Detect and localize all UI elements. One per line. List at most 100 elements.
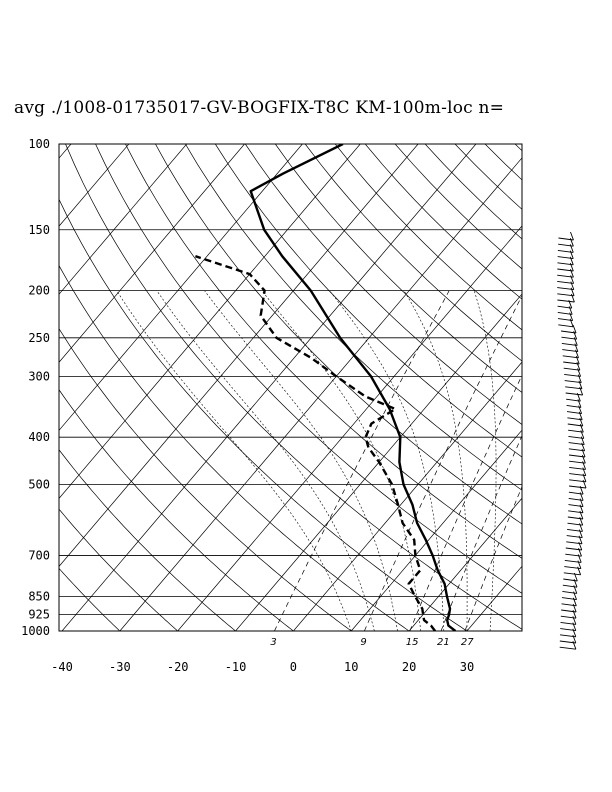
isotherm (293, 361, 522, 631)
wind-barb (561, 336, 577, 340)
wind-barb (564, 380, 582, 384)
wind-barb (558, 324, 574, 328)
wind-barb (565, 392, 583, 396)
wind-barb (569, 256, 574, 265)
wind-barb (567, 423, 583, 427)
mixing-ratio-line (364, 294, 522, 631)
wind-barb (582, 479, 587, 489)
wind-barb (579, 386, 584, 396)
plot-frame (58, 143, 523, 632)
isotherm (59, 144, 419, 568)
mixing-ratio-line (440, 434, 522, 631)
isotherm (59, 144, 130, 227)
wind-barb (578, 548, 582, 557)
wind-barb (568, 300, 573, 309)
pressure-tick-label: 200 (28, 284, 50, 298)
wind-barb (577, 566, 582, 575)
dry-adiabat (545, 144, 612, 631)
wind-barb (568, 306, 573, 315)
pressure-tick-label: 925 (28, 608, 50, 622)
pressure-tick-label: 250 (28, 331, 50, 345)
wind-barb (576, 393, 581, 402)
moist-adiabat (403, 290, 468, 631)
wind-barb (581, 442, 586, 451)
chart-title: avg ./1008-01735017-GV-BOGFIX-T8C KM-100… (14, 98, 505, 118)
wind-barb (562, 349, 578, 353)
wind-barb (561, 342, 578, 346)
isotherm (61, 144, 477, 631)
wind-barb (579, 510, 584, 520)
wind-barb (566, 411, 582, 415)
wind-barb (579, 417, 584, 427)
wind-barb (579, 492, 584, 501)
wind-barb (563, 572, 581, 576)
mixing-ratio-label: 9 (360, 637, 366, 648)
wind-barb (569, 262, 574, 272)
moist-adiabat (204, 290, 398, 631)
wind-barb (569, 318, 574, 327)
mixing-ratio-line (464, 485, 522, 631)
wind-barb (581, 448, 586, 458)
wind-barb (557, 293, 575, 297)
wind-barb (572, 603, 577, 613)
moist-adiabat (473, 290, 497, 631)
wind-barb (566, 404, 582, 408)
wind-barb (573, 591, 577, 600)
temperature-profile (249, 144, 457, 631)
pressure-tick-label: 100 (28, 137, 50, 151)
wind-barb (577, 368, 582, 377)
dry-adiabat (59, 198, 468, 631)
mixing-ratio-label: 27 (461, 637, 474, 648)
mixing-ratio-line (409, 374, 522, 631)
isotherm (59, 144, 187, 295)
temperature-tick-label: 10 (344, 660, 358, 674)
wind-barb (557, 287, 574, 291)
wind-barb (578, 529, 583, 538)
wind-barb (578, 411, 583, 420)
isotherm (177, 225, 522, 631)
wind-barb (572, 610, 577, 619)
wind-barb (562, 590, 577, 594)
pressure-tick-label: 850 (28, 590, 50, 604)
wind-barb (570, 275, 575, 284)
dewpoint-profile (195, 255, 437, 631)
moist-adiabat (329, 290, 445, 631)
dry-adiabat (424, 144, 522, 240)
wind-barb (559, 646, 576, 650)
wind-barb (562, 355, 579, 359)
wind-barb (572, 641, 577, 650)
wind-barb (582, 461, 587, 470)
dry-adiabat (59, 508, 178, 631)
wind-barb (579, 517, 584, 526)
moist-adiabat (116, 290, 352, 631)
dry-adiabat (95, 144, 522, 594)
wind-barb (557, 280, 574, 284)
wind-barb (569, 238, 574, 247)
pressure-tick-label: 150 (28, 223, 50, 237)
wind-barb (563, 367, 580, 371)
wind-barb (579, 523, 583, 532)
wind-barb (575, 355, 580, 365)
temperature-tick-label: 20 (402, 660, 416, 674)
wind-barb (580, 430, 585, 439)
isotherm (119, 157, 522, 631)
wind-barb (575, 349, 579, 358)
isotherm (408, 497, 522, 631)
wind-barb (577, 560, 582, 569)
wind-barb (565, 386, 583, 390)
wind-barb (578, 405, 583, 414)
wind-barb (568, 448, 585, 452)
wind-barb (567, 417, 583, 421)
wind-barb (573, 331, 578, 340)
wind-barb (577, 399, 582, 408)
wind-barb (579, 424, 584, 433)
wind-barb (577, 554, 582, 563)
wind-barb (577, 374, 582, 383)
wind-barb (578, 380, 583, 389)
wind-barb (570, 293, 575, 303)
wind-barb (573, 585, 578, 594)
wind-barb (568, 454, 586, 458)
isotherm (59, 144, 245, 363)
wind-barb (578, 535, 583, 544)
mixing-ratio-label: 15 (406, 637, 419, 648)
